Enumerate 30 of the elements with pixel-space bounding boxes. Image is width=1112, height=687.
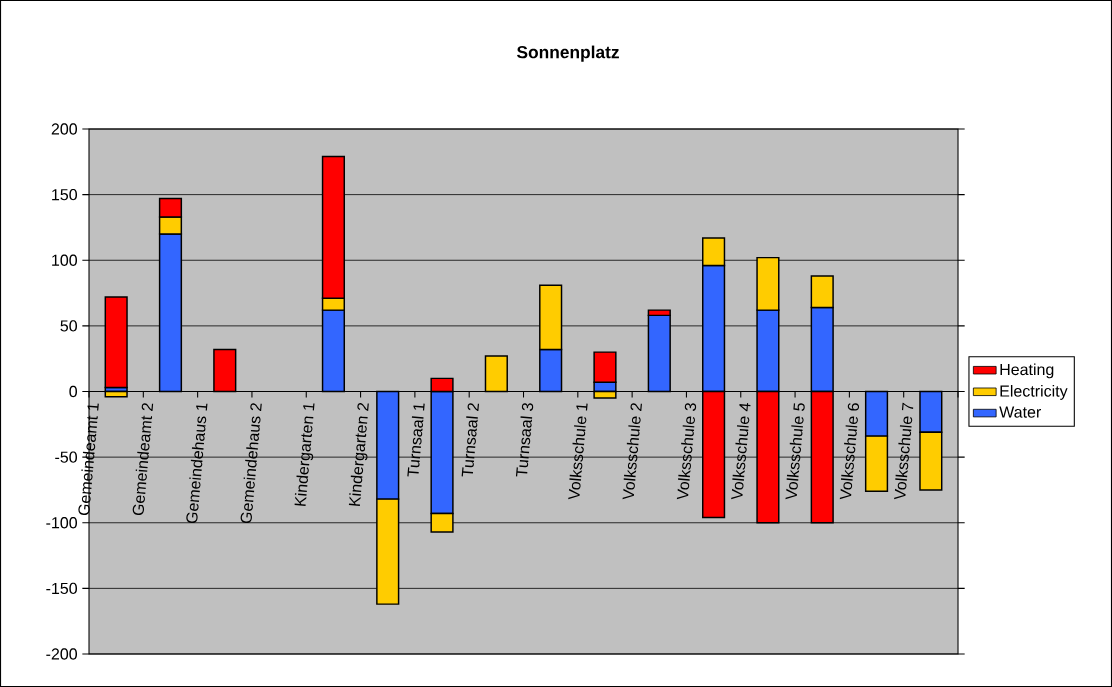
- legend-label: Electricity: [1000, 385, 1068, 400]
- chart-title: Sonnenplatz: [516, 45, 619, 62]
- x-tick-label: Volksschule 5: [785, 403, 805, 500]
- y-tick-label: 0: [69, 385, 78, 398]
- legend-label: Water: [999, 406, 1041, 418]
- x-tick-label: Volksschule 2: [622, 403, 642, 500]
- y-tick-label: -200: [46, 648, 78, 660]
- x-tick-label: Gemeindeamt 1: [78, 403, 99, 516]
- x-tick-label: Gemeindehaus 2: [240, 403, 262, 524]
- x-tick-label: Turnsaal 3: [515, 403, 534, 477]
- x-tick-label: Kindergarten 1: [294, 403, 315, 507]
- x-tick-label: Gemeindehaus 1: [186, 403, 208, 524]
- x-tick-label: Kindergarten 2: [348, 403, 369, 507]
- y-tick-label: 150: [52, 188, 78, 201]
- x-tick-label: Gemeindeamt 2: [132, 403, 154, 516]
- y-tick-label: 50: [60, 320, 78, 332]
- y-tick-label: -50: [55, 451, 78, 463]
- y-tick-label: 100: [52, 254, 78, 266]
- x-tick-label: Volksschule 7: [894, 402, 914, 500]
- x-tick-label: Turnsaal 1: [407, 403, 425, 477]
- x-tick-label: Turnsaal 2: [461, 403, 480, 477]
- y-tick-label: 200: [51, 123, 78, 135]
- x-tick-label: Volksschule 4: [731, 403, 751, 500]
- y-tick-label: -100: [46, 517, 78, 529]
- x-tick-label: Volksschule 3: [676, 403, 697, 500]
- y-tick-label: -150: [46, 582, 78, 595]
- bar: [104, 296, 128, 389]
- legend-label: Heating: [1000, 363, 1054, 379]
- x-tick-label: Volksschule 6: [839, 403, 860, 500]
- x-tick-label: Volksschule 1: [568, 403, 588, 500]
